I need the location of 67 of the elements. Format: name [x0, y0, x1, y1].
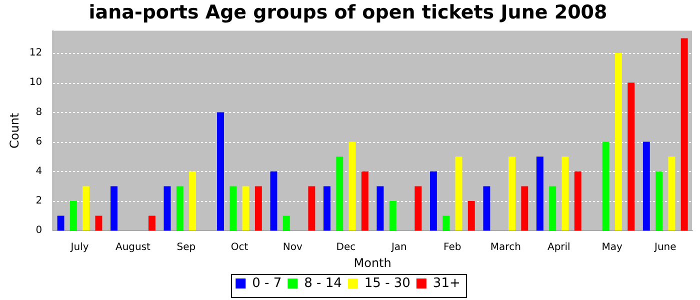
- bar: [324, 186, 330, 231]
- bar: [217, 112, 224, 231]
- x-tick-label: Sep: [176, 242, 196, 254]
- y-axis-title: Count: [7, 112, 22, 149]
- bar: [82, 186, 90, 231]
- bar: [656, 171, 663, 231]
- x-tick-label: August: [115, 242, 151, 254]
- y-tick-label: 4: [36, 166, 42, 177]
- bar: [308, 186, 316, 231]
- bar: [442, 216, 450, 231]
- y-tick-label: 8: [36, 106, 42, 118]
- bar: [189, 171, 196, 231]
- bar: [148, 216, 156, 231]
- bar: [430, 171, 437, 231]
- bar: [549, 186, 556, 231]
- bar: [164, 186, 171, 231]
- x-tick-label: Feb: [444, 242, 462, 254]
- bar: [521, 186, 528, 231]
- y-tick-label: 12: [29, 48, 42, 59]
- x-tick-label: Dec: [336, 242, 356, 254]
- x-axis-title: Month: [354, 256, 392, 270]
- chart-title: iana-ports Age groups of open tickets June 2008: [88, 1, 608, 24]
- bar: [95, 216, 102, 231]
- y-tick-label: 6: [36, 136, 42, 148]
- bar: [348, 142, 356, 231]
- y-tick-label: 10: [29, 77, 42, 88]
- x-tick-label: April: [547, 242, 570, 254]
- legend-label: 0 - 7: [252, 276, 282, 291]
- bar: [628, 82, 635, 231]
- bar: [642, 142, 650, 231]
- x-tick-label: Jan: [390, 242, 407, 254]
- bar: [389, 201, 396, 231]
- bar: [230, 186, 237, 231]
- bar: [455, 156, 462, 231]
- y-tick-label: 0: [36, 225, 42, 236]
- x-tick-label: Nov: [282, 242, 303, 254]
- x-tick-label: July: [70, 242, 89, 254]
- bar: [361, 171, 368, 231]
- bar: [614, 53, 622, 231]
- bar: [574, 171, 582, 231]
- bar: [242, 186, 250, 231]
- bar: [376, 186, 384, 231]
- x-tick-label: June: [653, 242, 676, 254]
- y-tick-label: 2: [36, 196, 42, 207]
- bar: [468, 201, 475, 231]
- bar: [110, 186, 118, 231]
- bar: [414, 186, 422, 231]
- bar: [57, 216, 64, 231]
- bar: [483, 186, 490, 231]
- bar: [562, 156, 569, 231]
- bar: [668, 156, 676, 231]
- bar: [508, 156, 516, 231]
- bar: [602, 142, 610, 231]
- bar: [680, 38, 688, 231]
- legend-label: 31+: [432, 276, 460, 291]
- bar: [254, 186, 262, 231]
- x-tick-label: May: [602, 242, 623, 254]
- x-tick-label: March: [490, 242, 521, 254]
- bar: [270, 171, 278, 231]
- legend-label: 15 - 30: [364, 276, 410, 291]
- legend-label: 8 - 14: [304, 276, 342, 291]
- bar: [70, 201, 77, 231]
- bar: [176, 186, 184, 231]
- bar: [282, 216, 290, 231]
- bar: [536, 156, 544, 231]
- bar: [336, 156, 344, 231]
- x-tick-label: Oct: [230, 242, 248, 254]
